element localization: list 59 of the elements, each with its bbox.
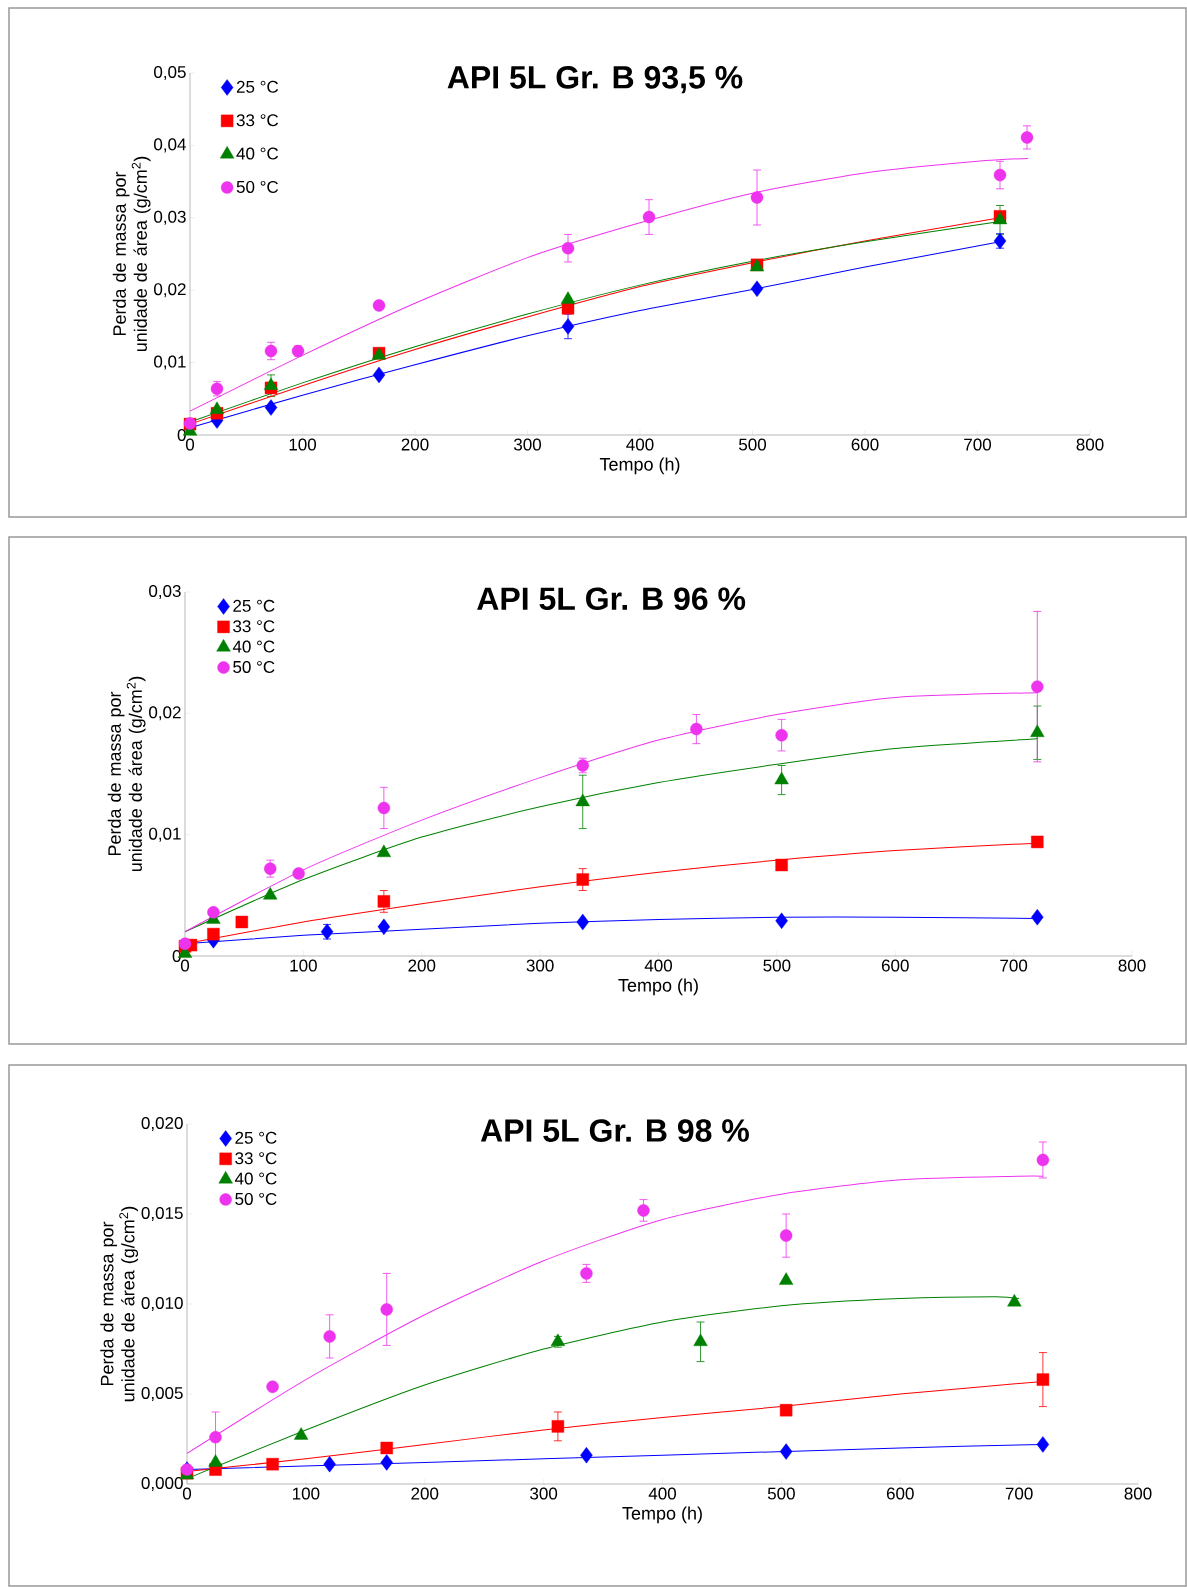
x-tick-label: 500 — [763, 959, 791, 972]
y-tick-label: 0,000 — [141, 1476, 183, 1492]
x-tick-label: 300 — [513, 438, 542, 451]
x-tick-label: 300 — [526, 959, 554, 972]
x-tick-label: 100 — [290, 959, 317, 972]
x-tick-label: 700 — [1000, 959, 1028, 972]
x-axis-title: Tempo (h) — [599, 457, 680, 475]
x-tick-label: 100 — [289, 438, 317, 451]
legend-label: 33 °C — [233, 620, 275, 633]
legend-label: 25 °C — [233, 599, 275, 612]
y-tick-label: 0,05 — [154, 65, 186, 81]
x-tick-label: 700 — [964, 438, 992, 451]
chart-title: API 5L Gr. B 96 % — [477, 587, 746, 611]
x-axis-title: Tempo (h) — [618, 978, 698, 996]
y-axis-title: Perda de massa por unidade de área (g/cm$^{2}$) — [107, 676, 146, 872]
x-tick-label: 400 — [644, 959, 673, 972]
x-tick-label: 100 — [292, 1487, 320, 1500]
y-tick-label: 0,010 — [141, 1296, 183, 1312]
y-tick-label: 0,03 — [149, 584, 181, 600]
legend-label: 40 °C — [234, 1172, 277, 1185]
chart-title: API 5L Gr. B 93,5 % — [447, 66, 743, 94]
y-tick-label: 0,01 — [149, 827, 181, 842]
legend-label: 25 °C — [235, 1131, 277, 1144]
legend-label: 33 °C — [235, 1152, 277, 1165]
y-axis-title: Perda de massa por unidade de área (g/cm$^{2}$) — [100, 1206, 139, 1402]
x-tick-label: 800 — [1124, 1487, 1152, 1500]
legend-label: 50 °C — [233, 660, 275, 673]
y-axis-title: Perda de massa por unidade de área (g/cm$^{2}$) — [112, 156, 151, 352]
legend-label: 33 °C — [236, 114, 279, 127]
x-tick-label: 600 — [851, 438, 879, 451]
legend-label: 25 °C — [236, 80, 279, 93]
x-tick-label: 400 — [648, 1487, 677, 1500]
x-tick-label: 600 — [886, 1487, 914, 1500]
y-tick-label: 0,01 — [154, 355, 186, 370]
y-tick-label: 0,02 — [154, 283, 186, 298]
x-tick-label: 800 — [1118, 959, 1146, 972]
legend-label: 50 °C — [235, 1192, 277, 1205]
chart-title: API 5L Gr. B 98 % — [480, 1119, 749, 1142]
x-tick-label: 500 — [767, 1487, 795, 1500]
x-tick-label: 200 — [401, 438, 429, 451]
y-tick-label: 0,015 — [141, 1206, 183, 1222]
x-tick-label: 0 — [185, 438, 195, 451]
x-tick-label: 200 — [411, 1487, 439, 1500]
y-tick-label: 0,03 — [154, 210, 186, 225]
x-tick-label: 400 — [626, 438, 654, 451]
x-tick-label: 600 — [881, 959, 909, 972]
y-tick-label: 0,04 — [154, 138, 186, 153]
x-tick-label: 300 — [530, 1487, 558, 1500]
legend-label: 50 °C — [236, 180, 279, 193]
y-tick-label: 0,005 — [141, 1386, 183, 1402]
legend-label: 40 °C — [236, 147, 279, 160]
x-tick-label: 800 — [1076, 438, 1104, 451]
y-tick-label: 0,02 — [149, 706, 181, 721]
y-tick-label: 0,020 — [141, 1116, 183, 1132]
x-tick-label: 200 — [408, 959, 436, 972]
x-tick-label: 500 — [739, 438, 767, 451]
x-axis-title: Tempo (h) — [622, 1506, 702, 1524]
x-tick-label: 700 — [1005, 1487, 1033, 1500]
legend-label: 40 °C — [232, 640, 275, 653]
